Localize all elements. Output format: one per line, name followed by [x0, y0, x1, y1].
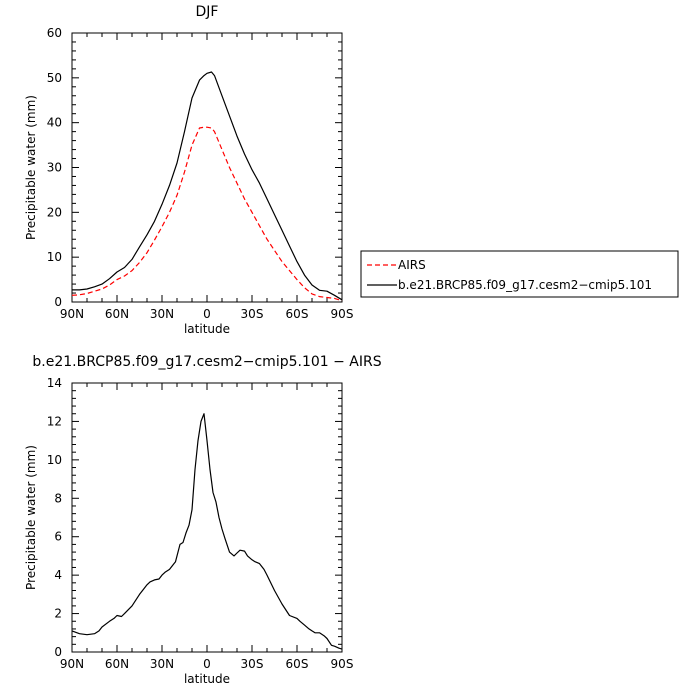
y-tick-label: 60 [47, 26, 62, 40]
y-tick-label: 0 [54, 295, 62, 309]
series-line-1 [71, 413, 343, 650]
y-tick-label: 0 [54, 645, 62, 659]
x-tick-label: 60N [105, 307, 129, 321]
y-tick-label: 14 [47, 376, 62, 390]
x-tick-label: 90N [60, 657, 84, 671]
chart-panel-1: DJF 90N 60N 30N 0 30S 60S 90S 0 10 20 30 40 50 60 latit… [24, 4, 679, 336]
series-line-1 [71, 126, 343, 302]
x-tick-label: 60S [286, 657, 309, 671]
y-tick-label: 6 [54, 530, 62, 544]
x-axis-label: latitude [184, 322, 230, 336]
y-tick-label: 8 [54, 491, 62, 505]
x-tick-label: 30S [241, 657, 264, 671]
x-tick-label: 0 [203, 657, 211, 671]
x-tick-label: 30N [150, 307, 174, 321]
chart-panel-2: b.e21.BRCP85.f09_g17.cesm2−cmip5.101 − A… [24, 354, 382, 686]
x-tick-label: 60S [286, 307, 309, 321]
legend-label-1: AIRS [398, 258, 426, 272]
x-tick-label: 30S [241, 307, 264, 321]
y-tick-label: 10 [47, 250, 62, 264]
x-tick-label: 60N [105, 657, 129, 671]
y-tick-label: 30 [47, 161, 62, 175]
series-line-2 [72, 71, 343, 301]
x-tick-label: 30N [150, 657, 174, 671]
x-tick-label: 90S [331, 307, 354, 321]
x-tick-label: 0 [203, 307, 211, 321]
y-tick-label: 20 [47, 205, 62, 219]
legend-label-2: b.e21.BRCP85.f09_g17.cesm2−cmip5.101 [398, 278, 652, 292]
chart-title: DJF [196, 4, 219, 20]
y-tick-label: 40 [47, 116, 62, 130]
chart-title: b.e21.BRCP85.f09_g17.cesm2−cmip5.101 − A… [32, 354, 381, 370]
legend-box [360, 250, 679, 298]
x-axis-label: latitude [184, 672, 230, 686]
plot-frame [71, 382, 343, 653]
legend: AIRS b.e21.BRCP85.f09_g17.cesm2−cmip5.101 [360, 250, 679, 298]
y-axis-label: Precipitable water (mm) [24, 445, 38, 590]
x-tick-label: 90S [331, 657, 354, 671]
y-tick-label: 12 [47, 414, 62, 428]
y-axis-label: Precipitable water (mm) [24, 95, 38, 240]
y-tick-label: 2 [54, 607, 62, 621]
y-tick-label: 4 [54, 568, 62, 582]
y-tick-label: 10 [47, 453, 62, 467]
x-tick-label: 90N [60, 307, 84, 321]
y-tick-label: 50 [47, 71, 62, 85]
